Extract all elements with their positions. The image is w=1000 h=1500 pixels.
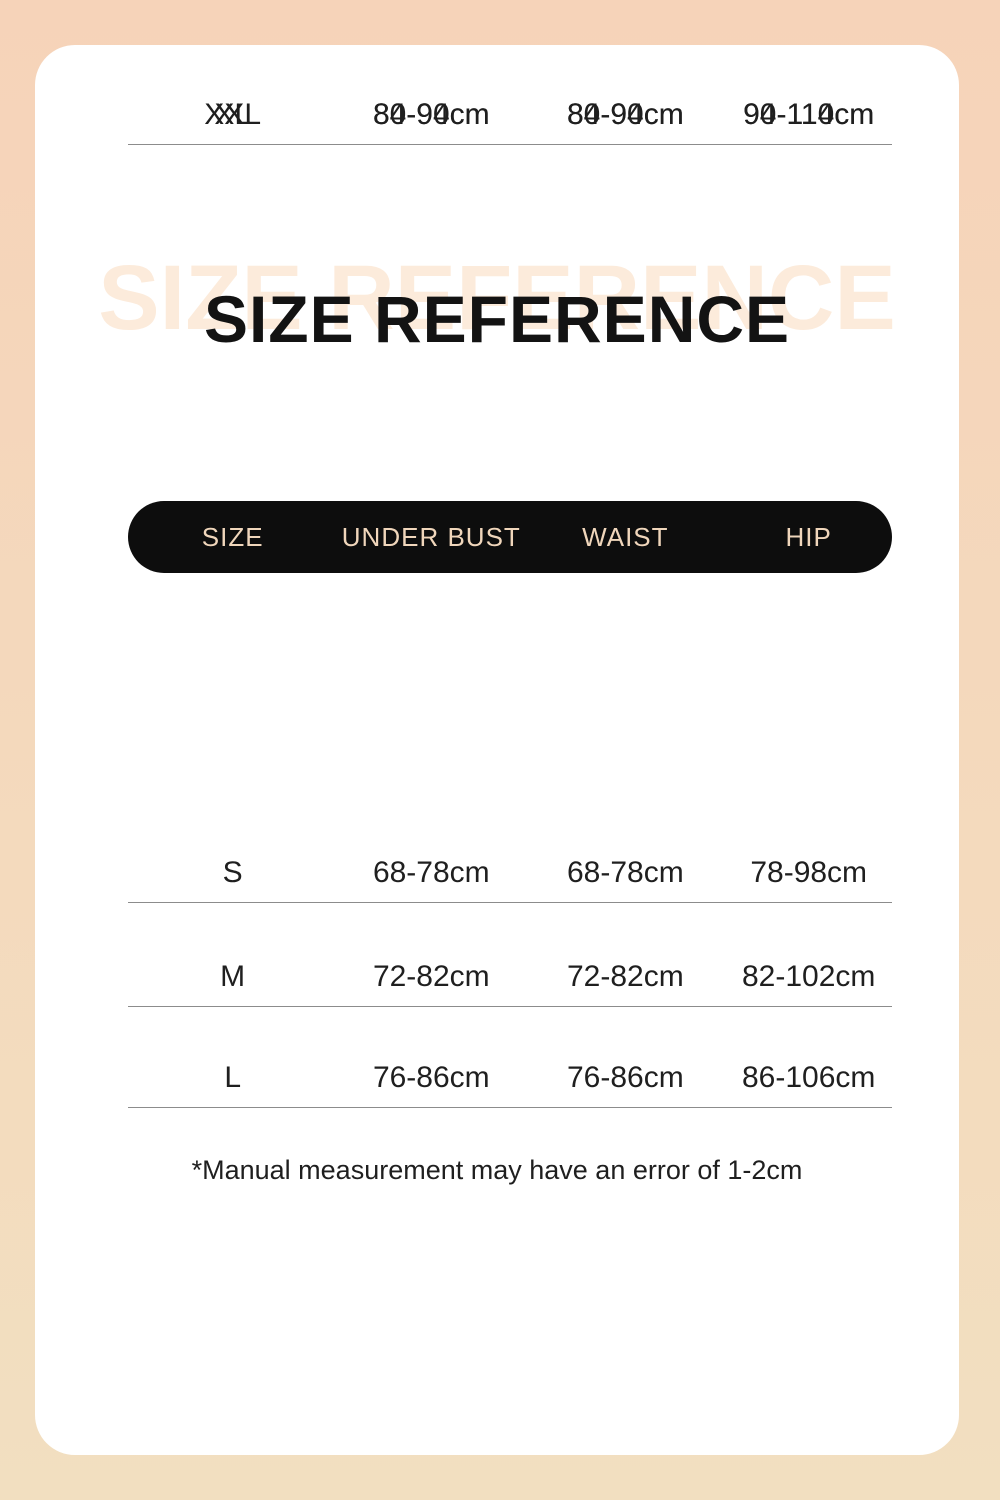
waist-cell: 76-86cm [566, 1061, 684, 1094]
ghost-title-text: SIZE REFERENCE [98, 247, 896, 349]
table-row: M 72-82cm 72-82cm 82-102cm [128, 907, 892, 1007]
under-bust-cell: 68-78cm [372, 856, 490, 889]
hip-cell: 86-106cm [741, 1061, 876, 1094]
waist-cell: 80-90cm [566, 98, 684, 131]
size-cell: XL [214, 98, 252, 131]
waist-cell: 72-82cm [566, 960, 684, 993]
under-bust-cell: 76-86cm [372, 1061, 490, 1094]
measurement-disclaimer: *Manual measurement may have an error of… [191, 1155, 803, 1185]
table-row: L 76-86cm 76-86cm 86-106cm [128, 1008, 892, 1108]
column-header-hip: HIP [785, 521, 832, 552]
waist-cell: 68-78cm [566, 856, 684, 889]
page-title: SIZE REFERENCE [203, 282, 791, 356]
size-reference-card: SIZE REFERENCE SIZE REFERENCE SIZE UNDER… [35, 45, 959, 1455]
under-bust-cell: 84-94cm [372, 98, 490, 131]
table-row: XXL 84-94cm 84-94cm 94-114cm [128, 45, 892, 145]
column-header-size: SIZE [201, 521, 264, 552]
column-header-waist: WAIST [582, 521, 669, 552]
table-row: S 68-78cm 68-78cm 78-98cm [128, 803, 892, 903]
under-bust-cell: 80-90cm [372, 98, 490, 131]
waist-cell: 84-94cm [566, 98, 684, 131]
table-header: SIZE UNDER BUST WAIST HIP [128, 501, 892, 573]
size-cell: L [224, 1061, 241, 1094]
size-cell: XXL [204, 98, 262, 131]
hip-cell: 78-98cm [750, 856, 868, 889]
size-cell: M [220, 960, 246, 993]
size-cell: S [222, 856, 243, 889]
under-bust-cell: 72-82cm [372, 960, 490, 993]
hip-cell: 82-102cm [741, 960, 876, 993]
hip-cell: 94-114cm [743, 98, 875, 131]
hip-cell: 90-110cm [743, 98, 875, 131]
column-header-under-bust: UNDER BUST [341, 521, 521, 552]
